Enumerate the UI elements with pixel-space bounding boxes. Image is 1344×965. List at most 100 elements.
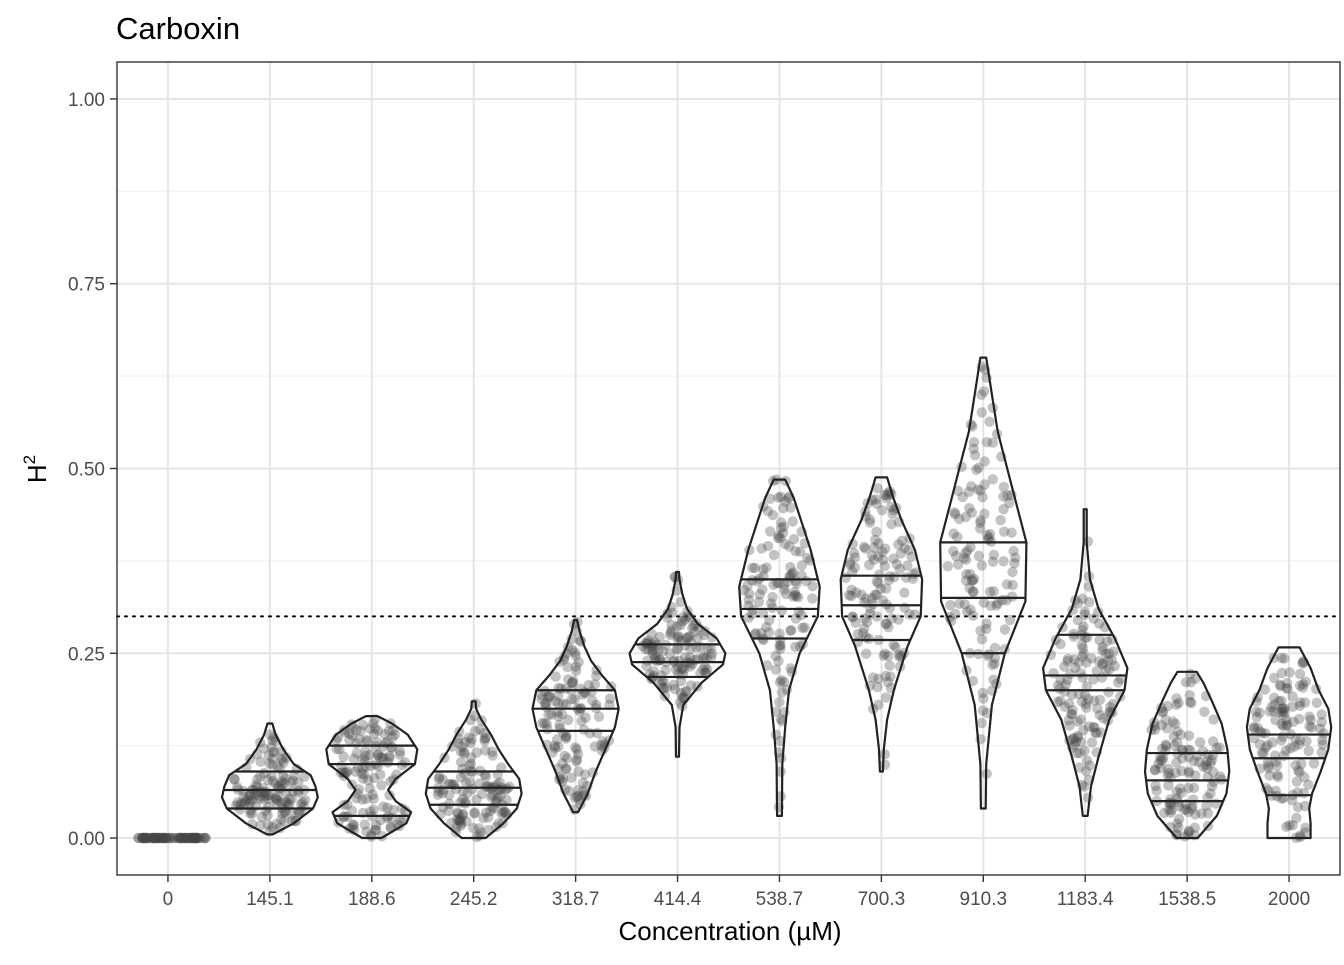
x-tick-label: 538.7	[756, 889, 804, 910]
data-point	[978, 386, 990, 397]
data-point	[284, 799, 295, 810]
data-point	[282, 800, 293, 812]
data-point	[982, 530, 993, 541]
data-point	[1269, 672, 1280, 684]
data-point	[785, 570, 796, 581]
data-point	[1162, 700, 1173, 712]
data-point	[550, 742, 561, 754]
data-point	[987, 437, 998, 448]
data-point	[562, 661, 573, 673]
data-point	[701, 652, 712, 663]
data-point	[1067, 734, 1078, 745]
data-point	[1300, 676, 1312, 687]
data-point	[571, 754, 583, 765]
data-point	[960, 547, 971, 559]
y-tick-label: 0.00	[68, 829, 105, 850]
data-point	[569, 694, 580, 705]
data-point	[463, 732, 474, 743]
data-point	[387, 725, 399, 736]
data-point	[259, 790, 271, 802]
data-point	[394, 746, 406, 757]
data-point	[280, 796, 291, 807]
data-point	[1304, 711, 1315, 722]
data-point	[1270, 785, 1282, 797]
data-point	[1068, 732, 1080, 744]
data-point	[1075, 737, 1086, 748]
data-point	[1077, 651, 1088, 662]
data-point	[355, 725, 366, 736]
y-tick-label: 1.00	[68, 90, 105, 111]
y-tick-label: 0.25	[68, 644, 105, 665]
data-point	[1006, 527, 1017, 538]
x-tick-label: 1538.5	[1158, 889, 1216, 910]
data-point	[871, 576, 882, 587]
data-point	[666, 625, 677, 636]
data-point	[263, 750, 274, 761]
data-point	[1007, 579, 1018, 591]
data-point	[886, 501, 897, 513]
data-point	[455, 746, 467, 757]
data-point	[1150, 780, 1161, 791]
data-point	[239, 798, 250, 810]
data-point	[998, 526, 1010, 537]
data-point	[262, 789, 273, 801]
data-point	[848, 548, 860, 559]
data-point	[1267, 737, 1278, 748]
data-point	[536, 689, 547, 701]
data-point	[296, 799, 307, 810]
data-point	[966, 575, 978, 586]
data-point	[1262, 740, 1273, 751]
data-point	[884, 660, 895, 671]
data-point	[743, 612, 754, 623]
data-point	[754, 589, 765, 600]
data-point	[864, 517, 876, 528]
data-point	[1276, 695, 1287, 706]
data-point	[1183, 806, 1194, 818]
data-point	[795, 546, 806, 557]
violin-outline	[325, 715, 419, 840]
data-point	[1081, 755, 1093, 766]
data-point	[596, 740, 607, 751]
data-point	[271, 795, 283, 806]
data-point	[1157, 755, 1168, 766]
data-point	[360, 750, 371, 762]
data-point	[768, 579, 779, 590]
data-point	[433, 786, 445, 797]
data-point	[1297, 682, 1309, 693]
data-point	[950, 608, 961, 620]
data-point	[1078, 621, 1089, 632]
data-point	[1280, 745, 1292, 756]
data-point	[551, 734, 563, 745]
data-point	[1059, 701, 1071, 712]
data-point	[1294, 766, 1305, 778]
data-point	[483, 812, 494, 823]
data-point	[560, 733, 572, 744]
data-point	[165, 832, 176, 844]
data-point	[384, 752, 395, 764]
data-point	[491, 794, 502, 806]
data-point	[488, 803, 500, 814]
data-point	[395, 815, 406, 826]
data-point	[699, 661, 710, 672]
data-point	[893, 539, 904, 550]
data-point	[787, 591, 799, 602]
data-point	[945, 599, 956, 611]
data-point	[846, 584, 857, 595]
data-point	[497, 807, 509, 818]
data-point	[973, 550, 985, 562]
data-point	[752, 576, 763, 587]
data-point	[1176, 787, 1187, 799]
data-point	[673, 631, 684, 642]
data-point	[775, 791, 786, 802]
data-point	[346, 805, 358, 816]
data-point	[1171, 693, 1182, 704]
data-point	[388, 774, 399, 785]
data-point	[757, 607, 769, 619]
data-point	[864, 608, 876, 620]
data-point	[560, 730, 572, 742]
data-point	[242, 794, 253, 805]
data-point	[262, 774, 274, 786]
data-point	[870, 534, 881, 546]
data-point	[858, 623, 870, 634]
data-point	[465, 737, 476, 749]
